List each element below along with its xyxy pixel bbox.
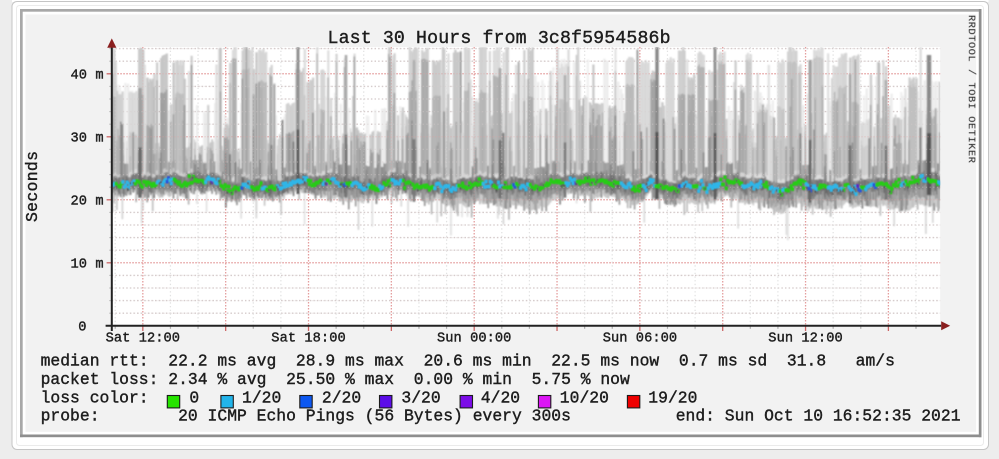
svg-text:probe: 20 ICMP Echo Pin: probe: 20 ICMP Echo Pings (56 Bytes) eve… xyxy=(41,407,571,426)
svg-text:20 m: 20 m xyxy=(71,195,104,210)
svg-text:30 m: 30 m xyxy=(71,132,104,147)
svg-text:end: Sun Oct 10 16:52:35 2021: end: Sun Oct 10 16:52:35 2021 xyxy=(676,407,961,426)
svg-text:Sat 12:00: Sat 12:00 xyxy=(106,331,180,346)
svg-text:1/20: 1/20 xyxy=(242,388,281,407)
svg-text:loss color:: loss color: xyxy=(41,388,149,407)
svg-text:Sun 06:00: Sun 06:00 xyxy=(603,331,677,346)
svg-text:19/20: 19/20 xyxy=(648,388,697,407)
svg-text:Sat 18:00: Sat 18:00 xyxy=(271,331,345,346)
svg-text:Sun 12:00: Sun 12:00 xyxy=(768,331,842,346)
svg-text:Last 30 Hours from 3c8f5954586: Last 30 Hours from 3c8f5954586b xyxy=(328,29,671,49)
svg-text:40 m: 40 m xyxy=(71,69,104,84)
svg-text:Seconds: Seconds xyxy=(23,151,42,222)
svg-text:4/20: 4/20 xyxy=(481,388,520,407)
svg-text:packet loss: 2.34 % avg 25.50: packet loss: 2.34 % avg 25.50 % max 0.00… xyxy=(41,370,630,389)
svg-text:median rtt: 22.2 ms avg 28.9: median rtt: 22.2 ms avg 28.9 ms max 20.6… xyxy=(41,352,895,371)
svg-text:10/20: 10/20 xyxy=(560,388,609,407)
svg-text:RRDTOOL / TOBI OETIKER: RRDTOOL / TOBI OETIKER xyxy=(965,15,977,163)
svg-text:0: 0 xyxy=(189,388,199,407)
svg-text:Sun 00:00: Sun 00:00 xyxy=(437,331,511,346)
svg-text:10 m: 10 m xyxy=(71,258,104,273)
svg-text:0: 0 xyxy=(78,321,86,336)
svg-text:2/20: 2/20 xyxy=(322,388,361,407)
svg-text:3/20: 3/20 xyxy=(401,388,440,407)
